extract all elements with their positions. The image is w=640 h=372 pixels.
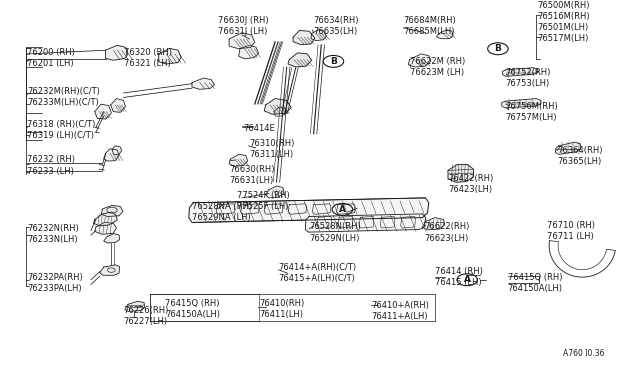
Text: 76310(RH)
76311(LH): 76310(RH) 76311(LH) [250, 139, 295, 159]
Text: 76200 (RH)
76201 (LH): 76200 (RH) 76201 (LH) [27, 48, 75, 68]
Polygon shape [229, 33, 255, 49]
Text: 76232N(RH)
76233N(LH): 76232N(RH) 76233N(LH) [27, 224, 79, 244]
Text: 76226(RH)
76227(LH): 76226(RH) 76227(LH) [124, 306, 169, 326]
Text: 76752(RH)
76753(LH): 76752(RH) 76753(LH) [506, 68, 551, 88]
Polygon shape [189, 198, 429, 222]
Text: 76528N(RH)
76529N(LH): 76528N(RH) 76529N(LH) [309, 222, 361, 243]
Text: 76756M(RH)
76757M(LH): 76756M(RH) 76757M(LH) [506, 102, 558, 122]
Polygon shape [229, 154, 248, 166]
Text: 76500M(RH)
76516M(RH)
76501M(LH)
76517M(LH): 76500M(RH) 76516M(RH) 76501M(LH) 76517M(… [538, 1, 590, 44]
Polygon shape [436, 30, 453, 39]
Polygon shape [502, 68, 538, 76]
Text: 76410+A(RH)
76411+A(LH): 76410+A(RH) 76411+A(LH) [371, 301, 429, 321]
Text: A: A [339, 205, 346, 214]
Text: A760 I0.36: A760 I0.36 [563, 349, 605, 358]
Polygon shape [293, 31, 315, 45]
Polygon shape [422, 218, 445, 230]
Polygon shape [502, 99, 541, 108]
Text: B: B [495, 44, 501, 53]
Polygon shape [106, 45, 128, 60]
Text: 76232M(RH)(C/T)
76233M(LH)(C/T): 76232M(RH)(C/T) 76233M(LH)(C/T) [27, 87, 100, 107]
Text: 76710 (RH)
76711 (LH): 76710 (RH) 76711 (LH) [547, 221, 595, 241]
Text: A: A [464, 275, 470, 284]
Polygon shape [111, 99, 125, 112]
Text: 76232 (RH)
76233 (LH): 76232 (RH) 76233 (LH) [27, 155, 75, 176]
Text: 76318 (RH)(C/T)
76319 (LH)(C/T): 76318 (RH)(C/T) 76319 (LH)(C/T) [27, 120, 95, 140]
Polygon shape [112, 146, 122, 155]
Polygon shape [95, 104, 111, 119]
Text: 76630(RH)
76631(LH): 76630(RH) 76631(LH) [229, 165, 275, 185]
Polygon shape [104, 149, 119, 161]
Text: 76528NA (RH)
76529NA (LH): 76528NA (RH) 76529NA (LH) [192, 202, 252, 222]
Text: 76622(RH)
76623(LH): 76622(RH) 76623(LH) [424, 222, 470, 243]
Polygon shape [556, 142, 580, 154]
Text: 76630J (RH)
76631J (LH): 76630J (RH) 76631J (LH) [218, 16, 268, 36]
Polygon shape [239, 45, 259, 59]
Text: 76634(RH)
76635(LH): 76634(RH) 76635(LH) [314, 16, 359, 36]
Text: 76684M(RH)
76685M(LH): 76684M(RH) 76685M(LH) [403, 16, 456, 36]
Text: 77524F (RH)
77525F (LH): 77524F (RH) 77525F (LH) [237, 191, 289, 211]
Polygon shape [408, 54, 431, 67]
Text: 76415Q (RH)
764150A(LH): 76415Q (RH) 764150A(LH) [165, 299, 220, 319]
Polygon shape [104, 234, 120, 243]
Polygon shape [288, 53, 312, 67]
Polygon shape [101, 205, 123, 217]
Text: 76364(RH)
76365(LH): 76364(RH) 76365(LH) [557, 146, 602, 166]
Polygon shape [159, 48, 181, 64]
Polygon shape [305, 214, 426, 232]
Text: 76414+A(RH)(C/T)
76415+A(LH)(C/T): 76414+A(RH)(C/T) 76415+A(LH)(C/T) [278, 263, 356, 283]
Polygon shape [266, 186, 284, 198]
Text: 76415Q (RH)
764150A(LH): 76415Q (RH) 764150A(LH) [508, 273, 563, 293]
Polygon shape [311, 30, 326, 41]
Polygon shape [100, 265, 120, 275]
Text: 76410(RH)
76411(LH): 76410(RH) 76411(LH) [259, 299, 305, 319]
Polygon shape [125, 301, 145, 311]
Polygon shape [192, 78, 214, 89]
Polygon shape [264, 99, 291, 114]
Text: 76414E: 76414E [243, 124, 275, 133]
Polygon shape [95, 222, 116, 234]
Text: 76414 (RH)
76415 (LH): 76414 (RH) 76415 (LH) [435, 267, 483, 287]
Text: B: B [330, 57, 337, 66]
Text: 76320 (RH)
76321 (LH): 76320 (RH) 76321 (LH) [124, 48, 172, 68]
Polygon shape [93, 212, 117, 226]
Text: 76422(RH)
76423(LH): 76422(RH) 76423(LH) [448, 174, 493, 194]
Text: 76622M (RH)
76623M (LH): 76622M (RH) 76623M (LH) [410, 57, 465, 77]
Polygon shape [448, 164, 474, 182]
Text: 76232PA(RH)
76233PA(LH): 76232PA(RH) 76233PA(LH) [27, 273, 83, 293]
